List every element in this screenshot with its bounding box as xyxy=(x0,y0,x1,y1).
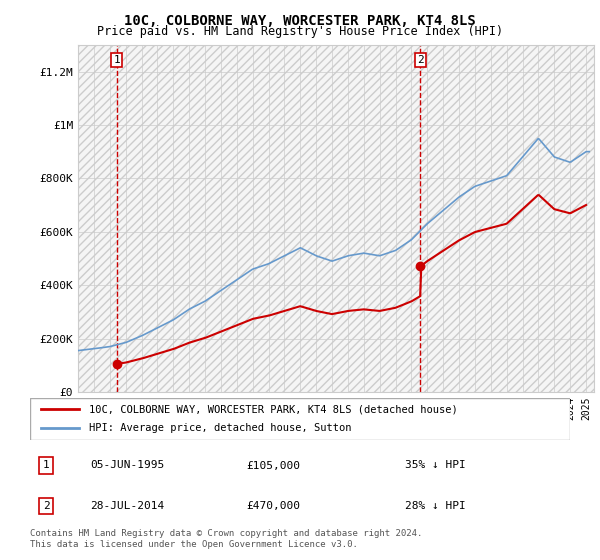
Text: £105,000: £105,000 xyxy=(246,460,300,470)
Text: 35% ↓ HPI: 35% ↓ HPI xyxy=(404,460,466,470)
Text: 2: 2 xyxy=(417,55,424,65)
Text: 2: 2 xyxy=(43,501,50,511)
Text: HPI: Average price, detached house, Sutton: HPI: Average price, detached house, Sutt… xyxy=(89,423,352,433)
Text: 28-JUL-2014: 28-JUL-2014 xyxy=(90,501,164,511)
Text: 10C, COLBORNE WAY, WORCESTER PARK, KT4 8LS (detached house): 10C, COLBORNE WAY, WORCESTER PARK, KT4 8… xyxy=(89,404,458,414)
Text: 1: 1 xyxy=(43,460,50,470)
Text: Contains HM Land Registry data © Crown copyright and database right 2024.
This d: Contains HM Land Registry data © Crown c… xyxy=(30,529,422,549)
Text: 1: 1 xyxy=(113,55,120,65)
Bar xyxy=(78,45,594,392)
Text: Price paid vs. HM Land Registry's House Price Index (HPI): Price paid vs. HM Land Registry's House … xyxy=(97,25,503,38)
Text: 10C, COLBORNE WAY, WORCESTER PARK, KT4 8LS: 10C, COLBORNE WAY, WORCESTER PARK, KT4 8… xyxy=(124,14,476,28)
Text: 05-JUN-1995: 05-JUN-1995 xyxy=(90,460,164,470)
Text: 28% ↓ HPI: 28% ↓ HPI xyxy=(404,501,466,511)
Text: £470,000: £470,000 xyxy=(246,501,300,511)
